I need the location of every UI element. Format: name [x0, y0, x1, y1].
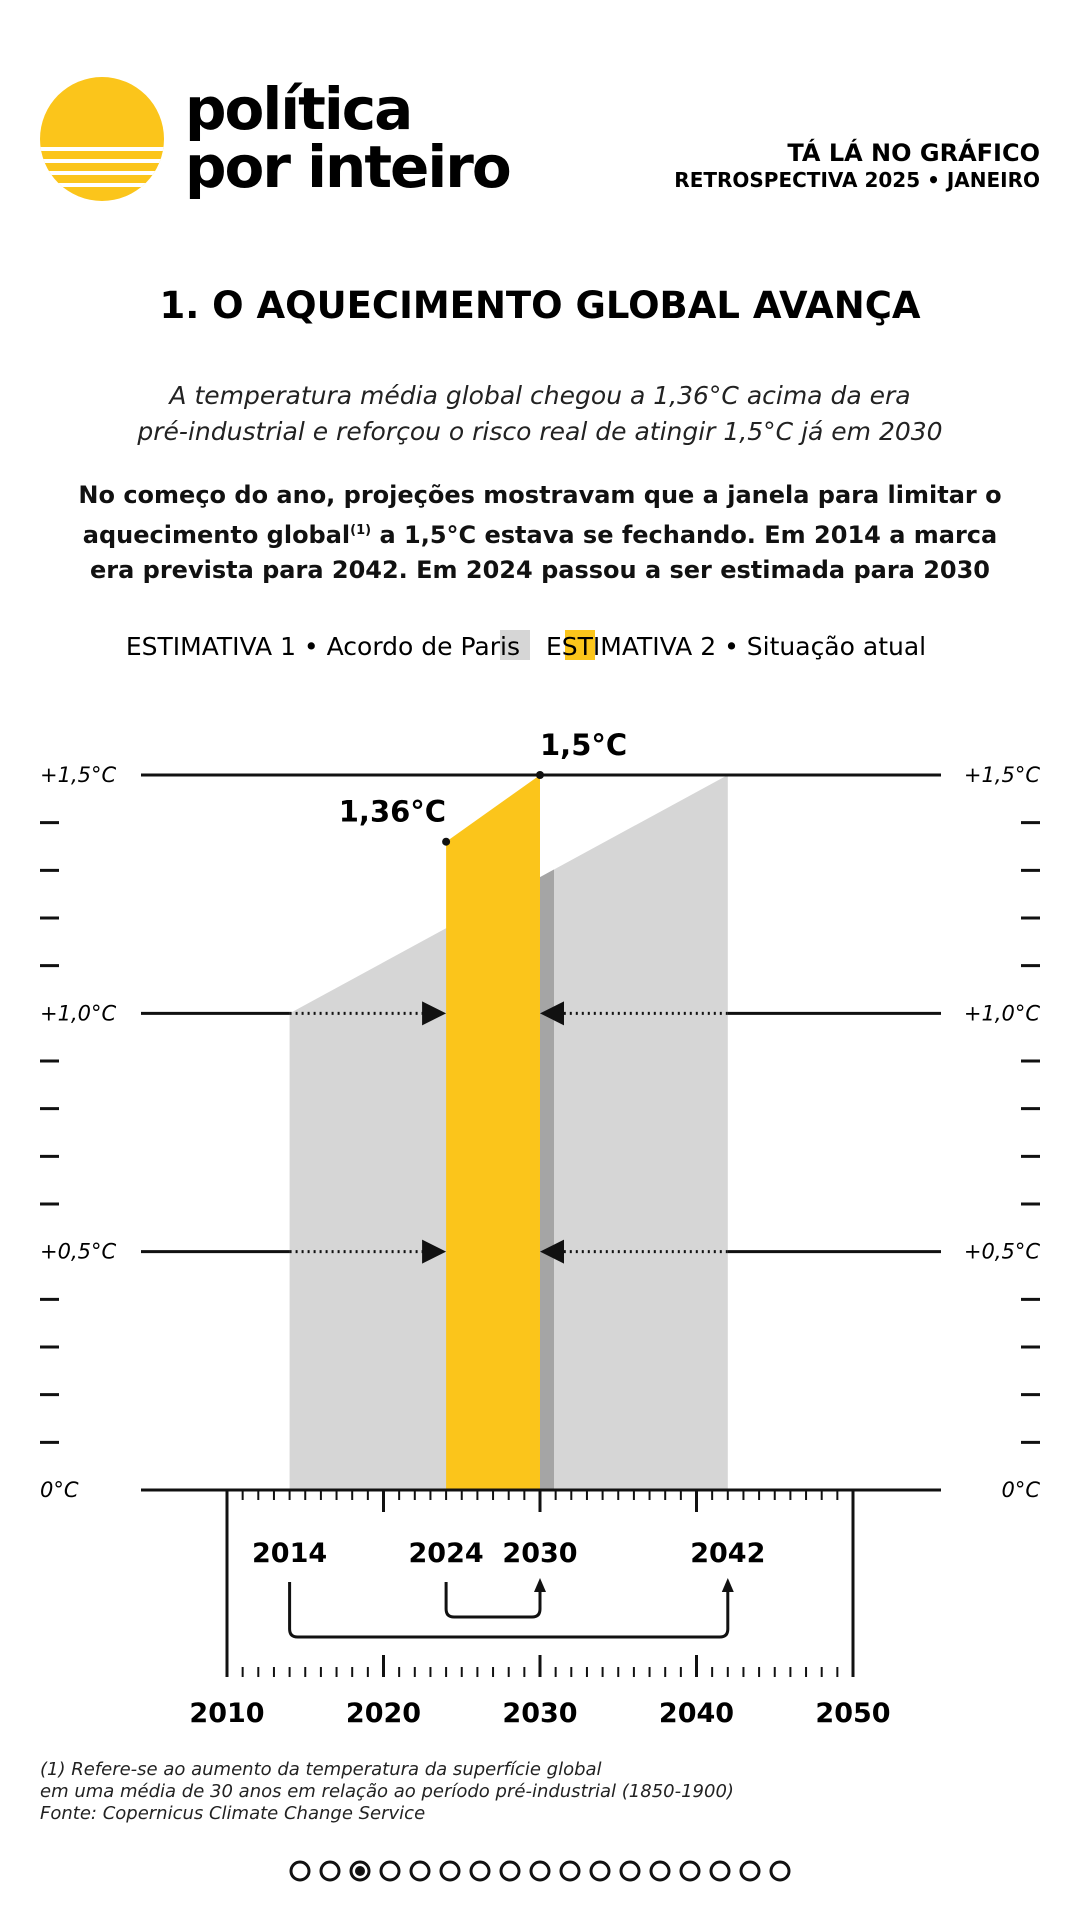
footnote: em uma média de 30 anos em relação ao pe…: [40, 1781, 734, 1802]
page-dot[interactable]: [679, 1860, 701, 1882]
page-dot[interactable]: [559, 1860, 581, 1882]
year-label: 2014: [252, 1538, 327, 1569]
subtitle: pré-industrial e reforçou o risco real d…: [136, 417, 942, 446]
page-dot[interactable]: [289, 1860, 311, 1882]
arrow: [534, 1578, 546, 1592]
page-dot[interactable]: [709, 1860, 731, 1882]
subtitle: A temperatura média global chegou a 1,36…: [167, 381, 910, 410]
page-dot[interactable]: [439, 1860, 461, 1882]
y-tick-label: 0°C: [1001, 1478, 1040, 1502]
area: [446, 775, 540, 1490]
x-tick-label: 2050: [815, 1698, 890, 1729]
point: [536, 771, 544, 779]
point: [442, 837, 451, 846]
x-tick-label: 2010: [189, 1698, 264, 1729]
page-dot[interactable]: [739, 1860, 761, 1882]
page-dot[interactable]: [499, 1860, 521, 1882]
page-dot[interactable]: [619, 1860, 641, 1882]
legend-swatch: [500, 630, 530, 660]
footnote-ref: (1): [350, 523, 372, 538]
y-tick-label: +1,5°C: [964, 763, 1040, 787]
page-dot[interactable]: [589, 1860, 611, 1882]
page-dot[interactable]: [649, 1860, 671, 1882]
y-tick-label: +1,0°C: [40, 1001, 116, 1025]
footnote: Fonte: Copernicus Climate Change Service: [40, 1803, 425, 1824]
arrow: [721, 1578, 734, 1592]
year-label: 2024: [409, 1538, 484, 1569]
page-dot-active: [355, 1866, 365, 1876]
chart-title: 1. O AQUECIMENTO GLOBAL AVANÇA: [160, 284, 921, 327]
logo-text: por inteiro: [185, 133, 510, 201]
arrow: [422, 1239, 447, 1264]
edition: RETROSPECTIVA 2025 • JANEIRO: [674, 168, 1040, 192]
shadow: [540, 869, 554, 1490]
bracket: [288, 1582, 730, 1639]
page-dot[interactable]: [349, 1860, 371, 1882]
arrow: [422, 1001, 447, 1026]
page-dot[interactable]: [769, 1860, 791, 1882]
description: No começo do ano, projeções mostravam qu…: [60, 478, 1020, 588]
y-tick-label: +1,0°C: [964, 1001, 1040, 1025]
page-dot[interactable]: [319, 1860, 341, 1882]
legend-label: ESTIMATIVA 2 • Situação atual: [546, 632, 926, 661]
logo-mark: [40, 77, 164, 201]
logo-text: política: [185, 75, 411, 143]
y-tick-label: +0,5°C: [964, 1240, 1040, 1264]
description-text: a 1,5°C estava se fechando. Em 2014 a ma…: [89, 521, 998, 584]
year-label: 2030: [502, 1538, 577, 1569]
description-text: No começo do ano, projeções mostravam qu…: [78, 481, 1002, 549]
y-tick-label: +1,5°C: [40, 763, 116, 787]
page-dot[interactable]: [529, 1860, 551, 1882]
value-label: 1,36°C: [339, 795, 446, 829]
bracket: [444, 1582, 542, 1619]
kicker: TÁ LÁ NO GRÁFICO: [787, 138, 1040, 167]
y-tick-label: 0°C: [40, 1478, 79, 1502]
x-tick-label: 2030: [502, 1698, 577, 1729]
value-label: 1,5°C: [540, 728, 627, 762]
arrow: [540, 1239, 564, 1264]
x-tick-label: 2040: [659, 1698, 734, 1729]
footnote: (1) Refere-se ao aumento da temperatura …: [40, 1759, 602, 1780]
page-dot[interactable]: [469, 1860, 491, 1882]
legend-label: ESTIMATIVA 1 • Acordo de Paris: [126, 632, 520, 661]
year-label: 2042: [690, 1538, 765, 1569]
page-dot[interactable]: [409, 1860, 431, 1882]
legend-swatch: [565, 630, 595, 660]
x-tick-label: 2020: [346, 1698, 421, 1729]
plot: ESTIMATIVA 1 • Acordo de Paris ESTIMATIVA…: [40, 630, 1040, 1882]
y-tick-label: +0,5°C: [40, 1240, 116, 1264]
page-dot[interactable]: [379, 1860, 401, 1882]
arrow: [540, 1001, 564, 1026]
